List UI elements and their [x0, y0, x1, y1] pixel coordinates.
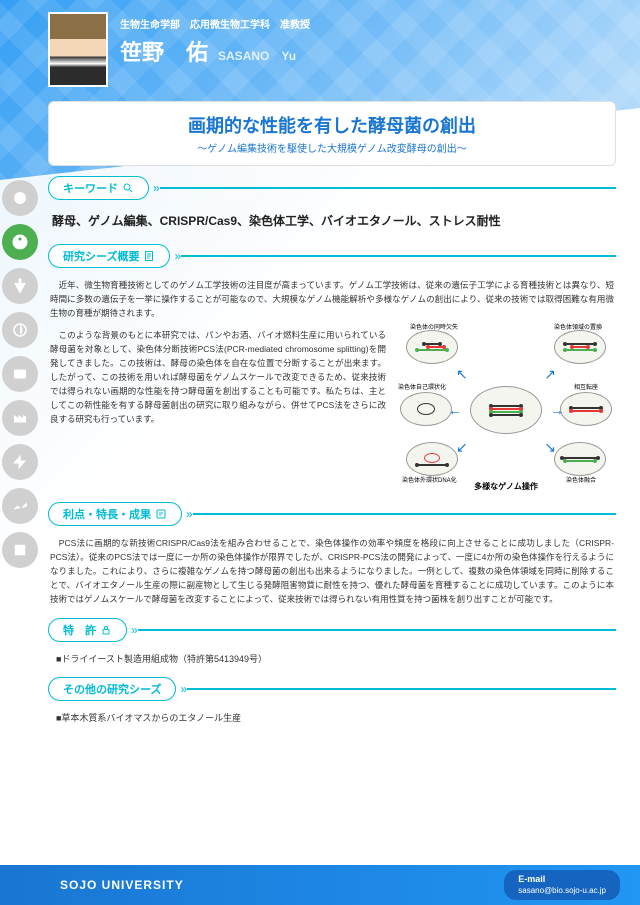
- chevron-icon: »: [180, 682, 185, 696]
- sidebar-item-env[interactable]: [2, 312, 38, 348]
- main-content: 生物生命学部 応用微生物工学科 准教授 笹野 佑 SASANO Yu 画期的な性…: [48, 0, 640, 728]
- name-english: SASANO Yu: [218, 47, 296, 64]
- section-patent: 特 許 »: [48, 618, 616, 642]
- profile-photo: [48, 12, 108, 87]
- email-address: sasano@bio.sojo-u.ac.jp: [518, 886, 606, 896]
- chevron-icon: »: [174, 249, 179, 263]
- footer: SOJO UNIVERSITY E-mail sasano@bio.sojo-u…: [0, 865, 640, 905]
- patent-label: 特 許: [63, 622, 96, 638]
- sidebar-item-life[interactable]: [2, 180, 38, 216]
- sidebar-item-bio[interactable]: [2, 224, 38, 260]
- merit-label: 利点・特長・成果: [63, 506, 151, 522]
- genome-diagram: 染色体の同時欠失 染色体領域の置換 染色体自己環状化 相互転座 染色体外環状DN…: [396, 324, 616, 494]
- merit-text: PCS法に画期的な新技術CRISPR/Cas9法を組み合わせることで、染色体操作…: [48, 532, 616, 610]
- lock-icon: [100, 624, 112, 636]
- profile-header: 生物生命学部 応用微生物工学科 准教授 笹野 佑 SASANO Yu: [48, 12, 616, 87]
- overview-p2: このような背景のもとに本研究では、パンやお酒、バイオ燃料生産に用いられている酵母…: [48, 324, 388, 494]
- main-title: 画期的な性能を有した酵母菌の創出: [65, 112, 599, 138]
- keywords-text: 酵母、ゲノム編集、CRISPR/Cas9、染色体工学、バイオエタノール、ストレス…: [48, 206, 616, 236]
- diagram-title: 多様なゲノム操作: [474, 481, 538, 492]
- email-box: E-mail sasano@bio.sojo-u.ac.jp: [504, 870, 620, 900]
- email-label: E-mail: [518, 874, 606, 886]
- keyword-label: キーワード: [63, 180, 118, 196]
- department: 生物生命学部 応用微生物工学科 准教授: [120, 16, 310, 31]
- section-overview: 研究シーズ概要 »: [48, 244, 616, 268]
- search-icon: [122, 182, 134, 194]
- section-keyword: キーワード »: [48, 176, 616, 200]
- doc-icon: [143, 250, 155, 262]
- chevron-icon: »: [186, 507, 191, 521]
- note-icon: [155, 508, 167, 520]
- other-label: その他の研究シーズ: [63, 681, 161, 697]
- chevron-icon: »: [153, 181, 158, 195]
- sidebar-item-mfg[interactable]: [2, 400, 38, 436]
- university-name: SOJO UNIVERSITY: [60, 878, 184, 892]
- section-other: その他の研究シーズ »: [48, 677, 616, 701]
- sub-title: 〜ゲノム編集技術を駆使した大規模ゲノム改変酵母の創出〜: [65, 140, 599, 155]
- name-japanese: 笹野 佑: [120, 35, 208, 67]
- overview-label: 研究シーズ概要: [63, 248, 139, 264]
- title-box: 画期的な性能を有した酵母菌の創出 〜ゲノム編集技術を駆使した大規模ゲノム改変酵母…: [48, 101, 616, 166]
- patent-text: ■ドライイースト製造用組成物（特許第5413949号）: [48, 648, 616, 669]
- chevron-icon: »: [131, 623, 136, 637]
- sidebar: [0, 160, 40, 760]
- section-merit: 利点・特長・成果 »: [48, 502, 616, 526]
- sidebar-item-energy[interactable]: [2, 444, 38, 480]
- other-text: ■草本木質系バイオマスからのエタノール生産: [48, 707, 616, 728]
- sidebar-item-design[interactable]: [2, 488, 38, 524]
- sidebar-item-info[interactable]: [2, 356, 38, 392]
- sidebar-item-nano[interactable]: [2, 268, 38, 304]
- sidebar-item-other[interactable]: [2, 532, 38, 568]
- overview-p1: 近年、微生物育種技術としてのゲノム工学技術の注目度が高まっています。ゲノム工学技…: [48, 274, 616, 324]
